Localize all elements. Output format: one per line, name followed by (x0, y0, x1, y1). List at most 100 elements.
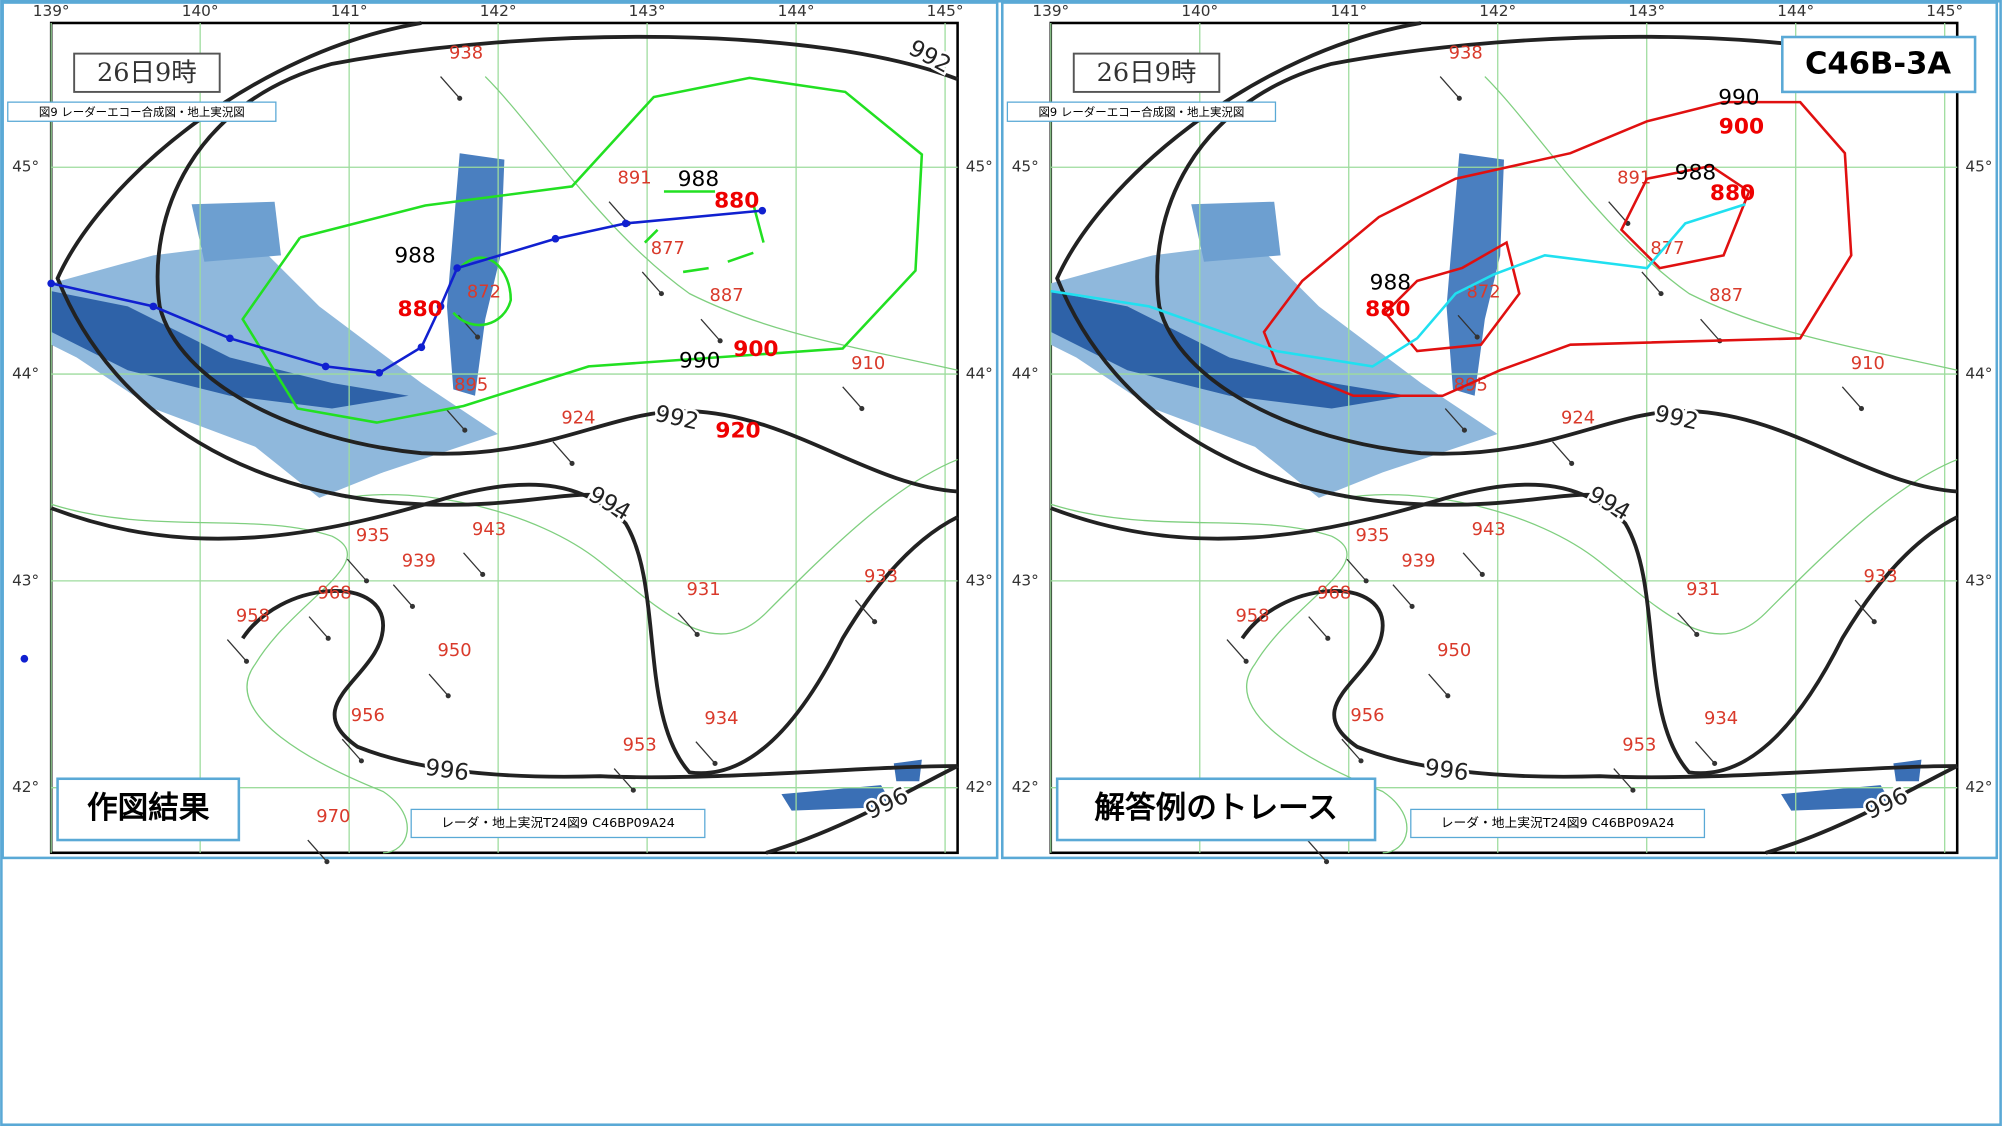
isobar (1765, 764, 1959, 855)
radar-echo (781, 785, 894, 811)
station-label: 934 (704, 708, 738, 729)
station-dot (1479, 571, 1485, 578)
lat-label: 42° (1965, 778, 1992, 796)
annotation: 988 (1370, 270, 1411, 295)
panel-label-box (56, 777, 241, 842)
lat-label: 44° (1965, 365, 1992, 383)
annotation: 880 (1365, 297, 1410, 322)
time-box (1072, 52, 1221, 93)
green-trace (452, 256, 513, 327)
station-label: 910 (1851, 353, 1885, 374)
station-dot (1658, 291, 1664, 297)
lon-label: 140° (182, 2, 219, 20)
radar-echo (446, 153, 505, 396)
blue-node (436, 302, 445, 311)
station-dot (658, 291, 664, 297)
station-dot (1363, 578, 1369, 584)
radar-echo (1446, 153, 1504, 396)
station-label: 910 (851, 353, 885, 374)
lon-label: 145° (1926, 2, 1963, 20)
wind-barb (1677, 612, 1698, 635)
radar-echo (1050, 291, 1409, 409)
annotation: 900 (733, 337, 778, 362)
lon-label: 144° (778, 2, 815, 20)
wind-barb (445, 408, 466, 431)
wind-barb (1392, 584, 1413, 607)
blue-node (551, 234, 560, 243)
station-dot (1858, 405, 1865, 412)
wind-barb (1308, 616, 1329, 639)
isobar (765, 764, 959, 855)
wind-barb (341, 738, 362, 762)
lat-label: 44° (966, 365, 993, 383)
map-area (1049, 21, 1959, 855)
wind-barb (695, 741, 716, 764)
station-dot (409, 603, 416, 609)
station-dot (1325, 635, 1331, 641)
station-label: 958 (1235, 606, 1269, 627)
station-label: 924 (1561, 408, 1595, 429)
wind-barb (1854, 599, 1875, 623)
annotation: 880 (397, 297, 442, 322)
wind-barb (1608, 201, 1629, 224)
wind-barb (463, 552, 484, 575)
station-label: 958 (236, 606, 270, 627)
annotation: 900 (1719, 115, 1764, 140)
station-dot (1461, 427, 1467, 433)
annotation: 990 (1718, 85, 1759, 110)
station-dot (1409, 603, 1415, 609)
station-label: 953 (623, 735, 657, 756)
blue-node (375, 368, 384, 377)
lat-label: 42° (1012, 778, 1039, 796)
station-dot (1456, 95, 1462, 101)
footer-box (1410, 808, 1706, 839)
wind-barb (307, 839, 328, 863)
wind-barb (1226, 639, 1247, 662)
blue-node (621, 219, 630, 228)
station-label: 934 (1704, 708, 1738, 729)
isobar (1050, 482, 1959, 776)
blue-node (20, 654, 29, 663)
isobar (1155, 34, 1958, 494)
wind-barb (1552, 441, 1573, 464)
radar-echo (893, 759, 922, 782)
wind-barb (226, 639, 247, 662)
station-dot (457, 95, 463, 101)
station-label: 924 (561, 408, 595, 429)
wind-barb (613, 768, 634, 791)
lon-label: 143° (629, 2, 666, 20)
radar-echo (51, 291, 409, 409)
lat-label: 44° (1012, 365, 1039, 383)
station-label: 931 (1686, 579, 1720, 600)
station-dot (1712, 760, 1718, 766)
annotation: 988 (394, 244, 435, 269)
wind-barb (1462, 552, 1483, 575)
isobar (50, 482, 959, 776)
station-dot (1871, 619, 1877, 625)
time-label: 26日9時 (1097, 58, 1197, 88)
footer: レーダ・地上実況T24図9 C46BP09A24 (1441, 815, 1675, 831)
station-label: 931 (686, 579, 720, 600)
red-trace (1619, 164, 1751, 270)
station-label: 953 (1622, 735, 1656, 756)
wind-barb (842, 386, 863, 409)
footer-box (410, 808, 706, 839)
station-label: 895 (454, 375, 488, 396)
radar-echo (1781, 785, 1894, 811)
lon-label: 139° (1032, 2, 1069, 20)
station-label: 872 (1467, 281, 1501, 302)
radar-echo (191, 201, 281, 262)
station-dot (1358, 758, 1364, 764)
station-label: 938 (449, 43, 483, 64)
station-dot (462, 427, 468, 433)
wind-barb (552, 441, 573, 464)
lat-label: 45° (1965, 158, 1992, 176)
lat-label: 45° (12, 158, 39, 176)
wind-barb (346, 558, 367, 582)
station-label: 943 (1472, 519, 1506, 540)
station-dot (358, 758, 364, 764)
code-box (1781, 35, 1977, 94)
station-dot (1630, 787, 1636, 793)
footer: レーダ・地上実況T24図9 C46BP09A24 (441, 815, 675, 831)
caption-box (7, 101, 277, 122)
